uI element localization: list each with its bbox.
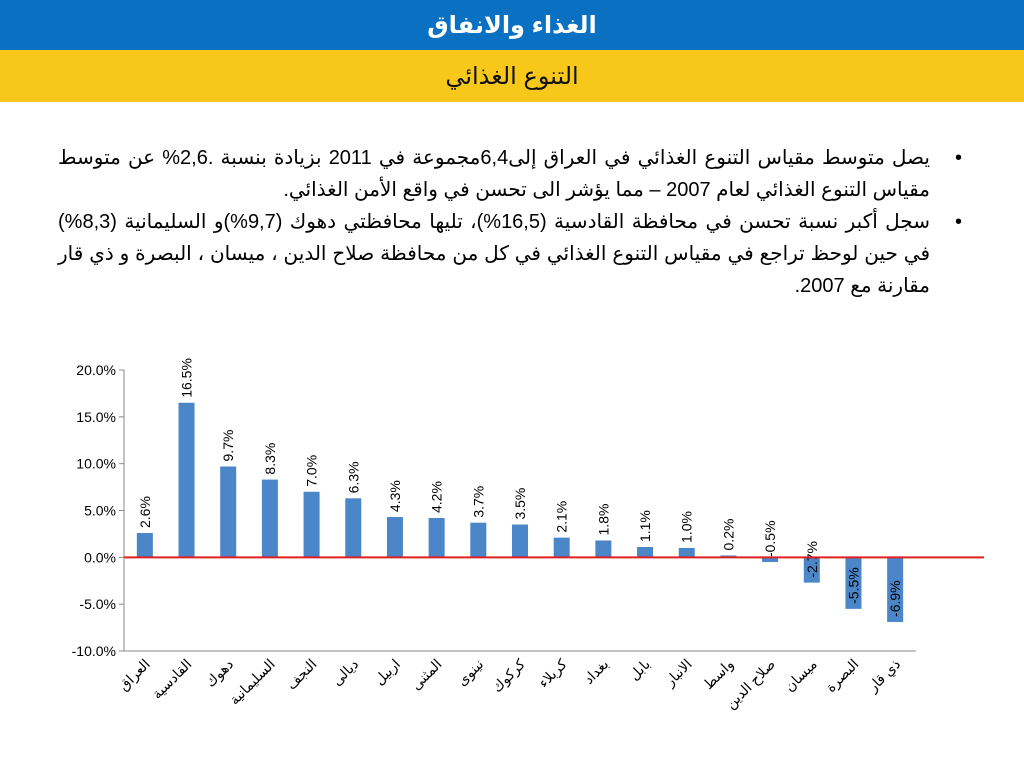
bar <box>178 402 195 558</box>
x-tick-label: بغداد <box>580 656 611 687</box>
data-label: 3.7% <box>470 486 486 518</box>
bar <box>762 557 779 563</box>
x-tick-label: بابل <box>626 656 653 683</box>
data-label: -0.5% <box>762 520 778 557</box>
x-tick-label: نينوى <box>454 656 488 690</box>
x-tick-label: الانبار <box>661 656 696 691</box>
data-label: 0.2% <box>720 519 736 551</box>
x-tick-label: البصرة <box>822 656 862 696</box>
bar <box>303 491 320 558</box>
y-tick-label: 10.0% <box>76 456 116 472</box>
bullet-dot: • <box>954 147 962 169</box>
x-tick-label: دهوك <box>202 656 237 691</box>
data-label: 3.5% <box>512 488 528 520</box>
data-label: -2.7% <box>804 541 820 578</box>
data-label: 2.6% <box>137 496 153 528</box>
bar <box>887 557 904 622</box>
bullet-dot: • <box>954 211 962 233</box>
data-label: 7.0% <box>304 455 320 487</box>
y-tick-label: 5.0% <box>84 503 116 519</box>
x-tick-label: القادسية <box>149 656 195 702</box>
bar <box>803 557 820 583</box>
data-label: 16.5% <box>179 358 195 398</box>
bar <box>386 517 403 558</box>
x-tick-label: ميسان <box>781 656 820 695</box>
slide-subtitle-bar: التنوع الغذائي <box>0 50 1024 102</box>
x-tick-label: كركوك <box>489 656 529 696</box>
bar <box>678 547 695 558</box>
bullet-item: • يصل متوسط مقياس التنوع الغذائي في العر… <box>58 142 970 206</box>
data-label: 2.1% <box>554 501 570 533</box>
bullet-text: سجل أكبر نسبة تحسن في محافظة القادسية (1… <box>58 211 930 297</box>
data-label: -5.5% <box>845 567 861 604</box>
slide-title: الغذاء والانفاق <box>427 11 597 39</box>
bar <box>220 466 237 558</box>
x-tick-label: اربيل <box>371 656 404 689</box>
bar <box>637 547 654 558</box>
data-label: 1.1% <box>637 510 653 542</box>
data-label: 8.3% <box>262 443 278 475</box>
data-label: -6.9% <box>887 580 903 617</box>
bar <box>345 498 362 558</box>
x-tick-label: ديالى <box>329 656 362 689</box>
x-tick-label: السليمانية <box>226 656 278 708</box>
x-tick-label: واسط <box>700 656 737 693</box>
x-tick-label: المثنى <box>408 656 445 693</box>
bar <box>845 557 862 609</box>
data-label: 1.0% <box>679 511 695 543</box>
slide-title-bar: الغذاء والانفاق <box>0 0 1024 50</box>
data-label: 1.8% <box>595 504 611 536</box>
data-label: 6.3% <box>345 461 361 493</box>
data-label: 4.2% <box>429 481 445 513</box>
data-label: 9.7% <box>220 430 236 462</box>
x-tick-label: ذي قار <box>864 656 904 696</box>
bar <box>553 537 570 558</box>
y-tick-label: -5.0% <box>79 596 116 612</box>
bar <box>470 522 487 558</box>
y-tick-label: 0.0% <box>84 549 116 565</box>
slide-subtitle: التنوع الغذائي <box>445 62 579 90</box>
bullet-item: • سجل أكبر نسبة تحسن في محافظة القادسية … <box>58 206 970 302</box>
y-tick-label: 15.0% <box>76 409 116 425</box>
bar <box>428 517 445 558</box>
x-tick-label: كربلاء <box>535 656 571 692</box>
bar-chart: 20.0% 15.0% 10.0% 5.0% 0.0% -5.0% -10.0% 2.6% ال… <box>72 358 984 713</box>
bullet-text: يصل متوسط مقياس التنوع الغذائي في العراق… <box>58 147 930 201</box>
bar <box>595 540 612 558</box>
bullet-list: • يصل متوسط مقياس التنوع الغذائي في العر… <box>58 142 970 302</box>
data-label: 4.3% <box>387 480 403 512</box>
bar <box>512 524 528 558</box>
y-tick-label: 20.0% <box>76 362 116 378</box>
y-tick-label: -10.0% <box>72 643 116 659</box>
bar <box>261 479 278 558</box>
x-tick-label: العراق <box>115 656 153 694</box>
bar <box>136 532 153 558</box>
x-tick-label: النجف <box>283 656 320 693</box>
